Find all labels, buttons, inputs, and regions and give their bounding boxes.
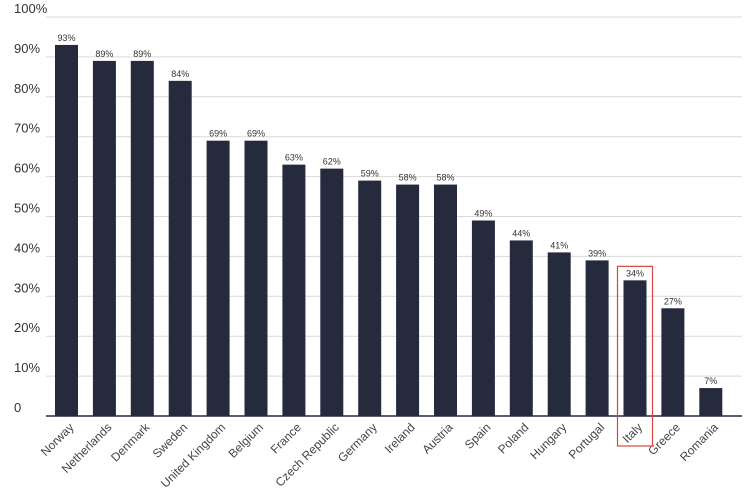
x-tick-label: Italy: [620, 420, 645, 445]
data-label: 7%: [704, 376, 717, 386]
y-tick-label: 10%: [14, 360, 40, 375]
x-tick-label: Austria: [419, 420, 456, 457]
y-tick-label: 20%: [14, 320, 40, 335]
x-tick-label: Ireland: [382, 420, 418, 456]
x-tick-label: Hungary: [527, 420, 569, 462]
bar: [699, 388, 723, 416]
y-tick-label: 100%: [14, 1, 48, 16]
x-tick-label: Portugal: [566, 420, 608, 462]
data-label: 44%: [512, 228, 530, 238]
data-label: 69%: [247, 129, 265, 139]
bar: [434, 184, 457, 416]
bar: [244, 140, 268, 416]
y-tick-label: 70%: [14, 121, 40, 136]
bar: [585, 260, 609, 416]
data-label: 39%: [588, 248, 606, 258]
bars: [55, 44, 723, 417]
data-label: 89%: [133, 49, 151, 59]
data-label: 69%: [209, 129, 227, 139]
data-label: 58%: [436, 173, 454, 183]
data-label: 49%: [474, 208, 492, 218]
x-tick-label: France: [268, 420, 305, 457]
data-label: 41%: [550, 240, 568, 250]
bar: [130, 60, 154, 416]
y-tick-label: 0: [14, 400, 21, 415]
data-label: 89%: [95, 49, 113, 59]
data-label: 58%: [399, 173, 417, 183]
bar: [92, 60, 116, 416]
data-label: 63%: [285, 153, 303, 163]
bar: [168, 80, 192, 416]
bar: [358, 180, 382, 416]
y-tick-label: 50%: [14, 201, 40, 216]
bar: [396, 184, 420, 416]
x-tick-label: Romania: [677, 420, 721, 464]
bar: [509, 240, 533, 416]
x-tick-label: Belgium: [226, 420, 267, 461]
y-tick-label: 40%: [14, 240, 40, 255]
bar: [471, 220, 495, 416]
y-tick-label: 90%: [14, 41, 40, 56]
y-tick-label: 60%: [14, 161, 40, 176]
x-tick-label: Spain: [462, 420, 494, 452]
highlight-box: [616, 265, 654, 447]
bar: [320, 168, 344, 416]
data-labels: 93% 89% 89% 84% 69% 69% 63% 62% 59% 58% 58% 49% 44% 4…: [57, 33, 717, 386]
bar: [206, 140, 230, 416]
y-tick-label: 30%: [14, 280, 40, 295]
data-label: 59%: [361, 169, 379, 179]
data-label: 27%: [664, 296, 682, 306]
data-label: 34%: [626, 268, 644, 278]
bar: [661, 308, 685, 416]
bar: [282, 164, 306, 416]
data-label: 93%: [57, 33, 75, 43]
bar: [55, 44, 78, 417]
grid-lines: [46, 16, 742, 377]
y-axis-tick-labels: 0 10% 20% 30% 40% 50% 60% 70% 80% 90% 100%: [14, 1, 48, 415]
data-label: 84%: [171, 69, 189, 79]
x-tick-label: Greece: [645, 420, 683, 458]
bar: [547, 252, 571, 416]
y-tick-label: 80%: [14, 81, 40, 96]
data-label: 62%: [323, 157, 341, 167]
bar: [623, 280, 647, 416]
x-tick-label: Denmark: [108, 420, 153, 465]
x-tick-label: Poland: [495, 420, 531, 456]
x-tick-label: Germany: [335, 420, 380, 465]
x-tick-label: United Kingdom: [158, 420, 228, 490]
